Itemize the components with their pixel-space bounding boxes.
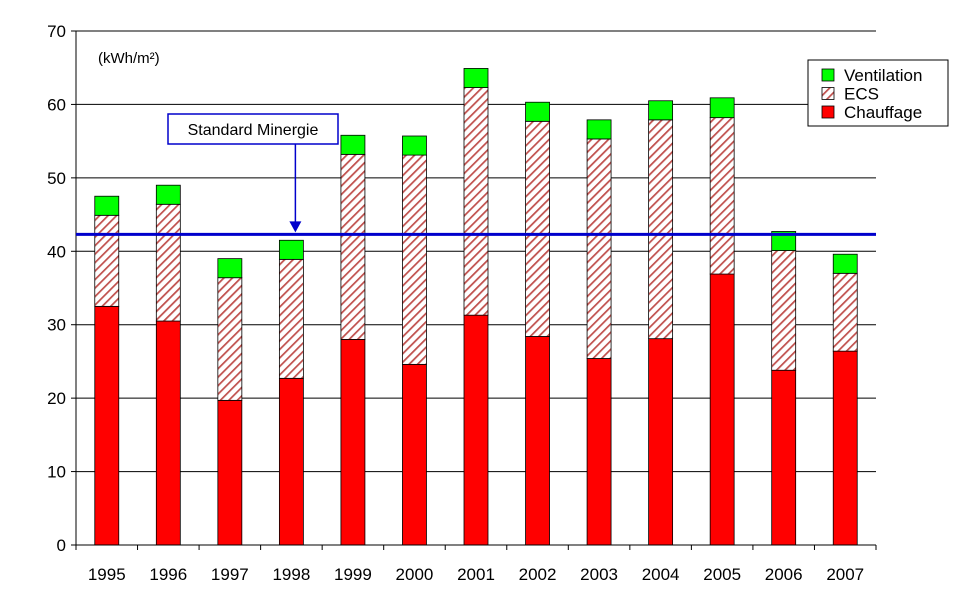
y-tick-label: 40 xyxy=(47,242,66,261)
legend-label-ecs: ECS xyxy=(844,85,879,104)
bar-chauffage-2004 xyxy=(648,338,674,546)
bar-ecs-1996 xyxy=(155,203,181,322)
y-tick-label: 20 xyxy=(47,389,66,408)
bar-ecs-2003 xyxy=(586,138,612,359)
y-tick-label: 10 xyxy=(47,463,66,482)
bar-ventilation-1995 xyxy=(94,195,120,216)
legend-label-ventilation: Ventilation xyxy=(844,66,922,85)
bar-chauffage-2002 xyxy=(525,336,550,546)
x-tick-label: 1995 xyxy=(88,565,126,584)
bar-ventilation-2007 xyxy=(832,253,858,274)
bar-ventilation-2001 xyxy=(463,68,489,88)
bar-ventilation-1998 xyxy=(278,239,304,260)
legend-swatch-ventilation xyxy=(821,68,835,82)
bar-chauffage-2007 xyxy=(832,350,858,546)
bar-ecs-2007 xyxy=(832,272,858,352)
bar-ecs-2004 xyxy=(648,119,674,340)
x-tick-label: 2003 xyxy=(580,565,618,584)
x-tick-label: 2000 xyxy=(396,565,434,584)
bars xyxy=(94,68,858,546)
bar-ecs-1995 xyxy=(94,214,120,307)
x-tick-label: 1996 xyxy=(149,565,187,584)
legend-swatch-chauffage xyxy=(821,105,835,119)
bar-ecs-2000 xyxy=(402,154,427,365)
legend-swatch-ecs xyxy=(821,87,835,100)
x-tick-label: 1998 xyxy=(272,565,310,584)
x-tick-label: 2005 xyxy=(703,565,741,584)
y-tick-label: 50 xyxy=(47,169,66,188)
bar-ecs-2006 xyxy=(771,250,797,371)
bar-ventilation-1999 xyxy=(340,134,366,155)
bar-ecs-2005 xyxy=(709,117,735,275)
x-tick-label: 1999 xyxy=(334,565,372,584)
bar-chauffage-2003 xyxy=(586,358,612,546)
reference-arrow-head xyxy=(289,221,302,233)
bar-ventilation-2002 xyxy=(525,101,550,122)
bar-chauffage-2000 xyxy=(402,363,427,546)
y-tick-label: 70 xyxy=(47,22,66,41)
bar-chauffage-2005 xyxy=(709,273,735,546)
bar-ventilation-2006 xyxy=(771,231,797,251)
bar-chauffage-1996 xyxy=(155,320,181,546)
unit-label: (kWh/m²) xyxy=(98,50,160,67)
x-tick-label: 2004 xyxy=(642,565,680,584)
bar-chauffage-2001 xyxy=(463,314,489,546)
y-tick-label: 30 xyxy=(47,316,66,335)
bar-ventilation-1996 xyxy=(155,184,181,205)
bar-ecs-2002 xyxy=(525,120,550,337)
bar-chauffage-2006 xyxy=(771,369,797,546)
legend-label-chauffage: Chauffage xyxy=(844,103,922,122)
bar-ecs-1997 xyxy=(217,277,243,401)
bar-chauffage-1995 xyxy=(94,305,120,546)
bar-ventilation-2005 xyxy=(709,97,735,119)
reference-line-group: Standard Minergie xyxy=(76,113,876,236)
bar-ecs-1999 xyxy=(340,153,366,340)
bar-chauffage-1997 xyxy=(217,399,243,546)
bar-ecs-2001 xyxy=(463,87,489,316)
reference-line-label-box xyxy=(167,113,339,145)
x-tick-label: 2006 xyxy=(765,565,803,584)
x-tick-label: 2007 xyxy=(826,565,864,584)
bar-chauffage-1999 xyxy=(340,338,366,546)
axes: 0 10 20 30 40 50 60 70 1995 1996 1997 1998 1999 2000 2… xyxy=(47,22,877,584)
y-tick-label: 0 xyxy=(57,536,66,555)
bar-chauffage-1998 xyxy=(278,377,304,546)
x-tick-label: 2002 xyxy=(519,565,557,584)
bar-ventilation-1997 xyxy=(217,258,243,279)
reference-line-label: Standard Minergie xyxy=(188,122,319,139)
bar-ecs-1998 xyxy=(278,258,304,379)
bar-ventilation-2000 xyxy=(402,135,427,156)
y-tick-label: 60 xyxy=(47,95,66,114)
bar-ventilation-2003 xyxy=(586,119,612,140)
bar-ventilation-2004 xyxy=(648,100,674,121)
x-tick-label: 2001 xyxy=(457,565,495,584)
x-tick-label: 1997 xyxy=(211,565,249,584)
